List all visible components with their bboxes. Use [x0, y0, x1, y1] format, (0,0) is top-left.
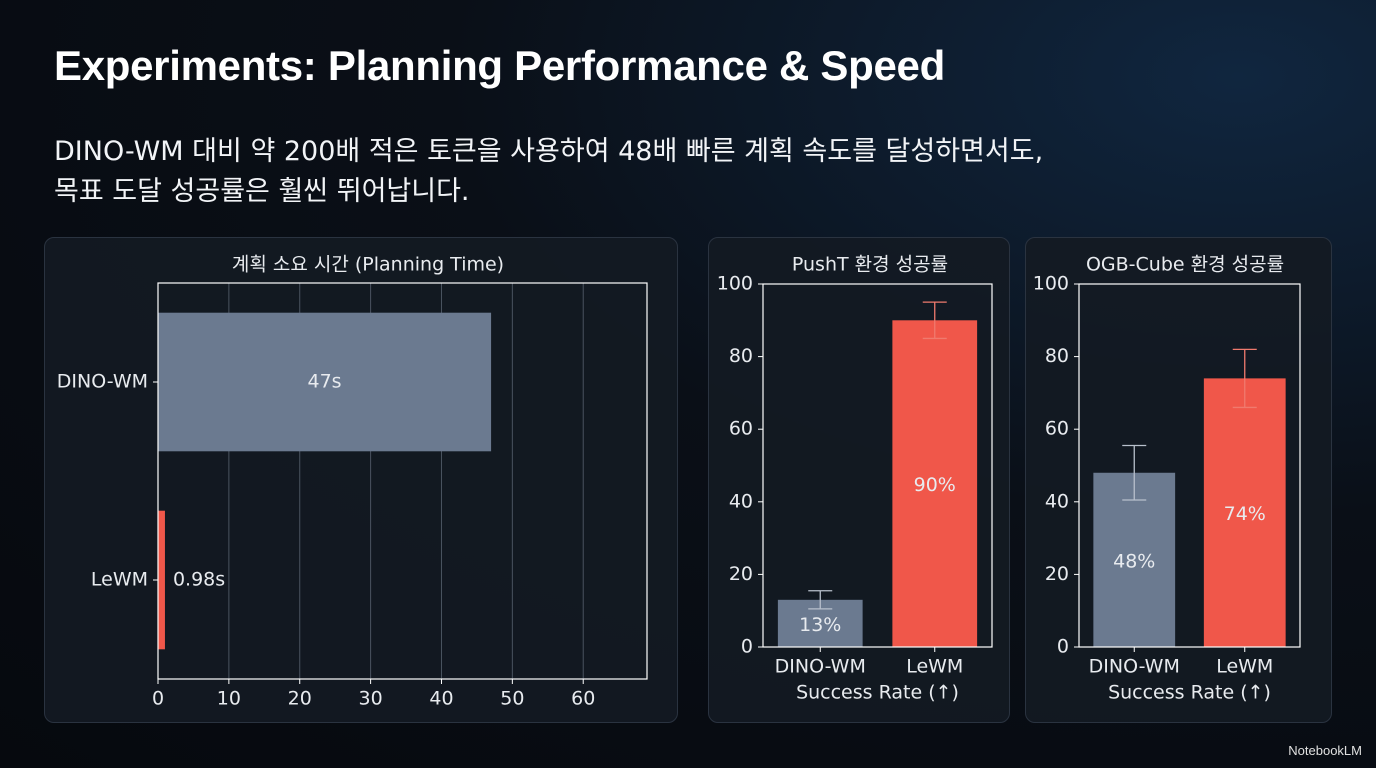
y-tick-label: 100	[717, 273, 753, 295]
plot-frame	[1078, 283, 1301, 648]
plot-frame	[762, 283, 993, 648]
chart-title: OGB-Cube 환경 성공률	[1086, 254, 1284, 276]
value-label: 90%	[914, 474, 956, 496]
y-tick-label: 60	[729, 418, 753, 440]
x-axis-label: Success Rate (↑)	[1108, 682, 1271, 704]
x-tick-label: 50	[500, 688, 524, 710]
bar	[158, 510, 165, 650]
y-tick-label: 80	[729, 345, 753, 367]
value-label: 0.98s	[173, 569, 225, 591]
value-label: 13%	[799, 614, 841, 636]
y-tick-label: 20	[729, 563, 753, 585]
y-tick-label: 40	[1045, 490, 1069, 512]
x-tick-label: 10	[217, 688, 241, 710]
subtitle: DINO-WM 대비 약 200배 적은 토큰을 사용하여 48배 빠른 계획 …	[54, 132, 1043, 212]
bar	[1093, 472, 1176, 647]
chart-title: PushT 환경 성공률	[792, 254, 948, 276]
bar	[892, 320, 978, 647]
x-tick-label: 20	[288, 688, 312, 710]
y-tick-label: 100	[1033, 273, 1069, 295]
bar	[1203, 378, 1286, 647]
y-tick-label: 0	[1057, 636, 1069, 658]
x-tick-label: 40	[429, 688, 453, 710]
brand: NotebookLM	[1288, 743, 1362, 758]
x-tick-label: 30	[359, 688, 383, 710]
value-label: 48%	[1113, 550, 1155, 572]
bar	[158, 312, 492, 452]
chart-title: 계획 소요 시간 (Planning Time)	[232, 254, 504, 276]
y-tick-label: 60	[1045, 418, 1069, 440]
y-tick-label: 80	[1045, 345, 1069, 367]
y-tick-label: 40	[729, 490, 753, 512]
value-label: 74%	[1224, 503, 1266, 525]
x-tick-label: 0	[152, 688, 164, 710]
y-tick-label: DINO-WM	[57, 371, 148, 393]
value-label: 47s	[308, 371, 342, 393]
subtitle-line: 목표 도달 성공률은 훨씬 뛰어납니다.	[54, 176, 470, 207]
x-axis-label: Success Rate (↑)	[796, 682, 959, 704]
x-tick-label: DINO-WM	[775, 656, 866, 678]
plot-frame	[157, 282, 648, 680]
x-tick-label: 60	[571, 688, 595, 710]
x-tick-label: LeWM	[1216, 656, 1273, 678]
x-tick-label: DINO-WM	[1089, 656, 1180, 678]
y-tick-label: 0	[741, 636, 753, 658]
subtitle-line: DINO-WM 대비 약 200배 적은 토큰을 사용하여 48배 빠른 계획 …	[54, 136, 1044, 167]
slide-title: Experiments: Planning Performance & Spee…	[54, 42, 945, 89]
y-tick-label: 20	[1045, 563, 1069, 585]
x-tick-label: LeWM	[906, 656, 963, 678]
y-tick-label: LeWM	[91, 569, 148, 591]
